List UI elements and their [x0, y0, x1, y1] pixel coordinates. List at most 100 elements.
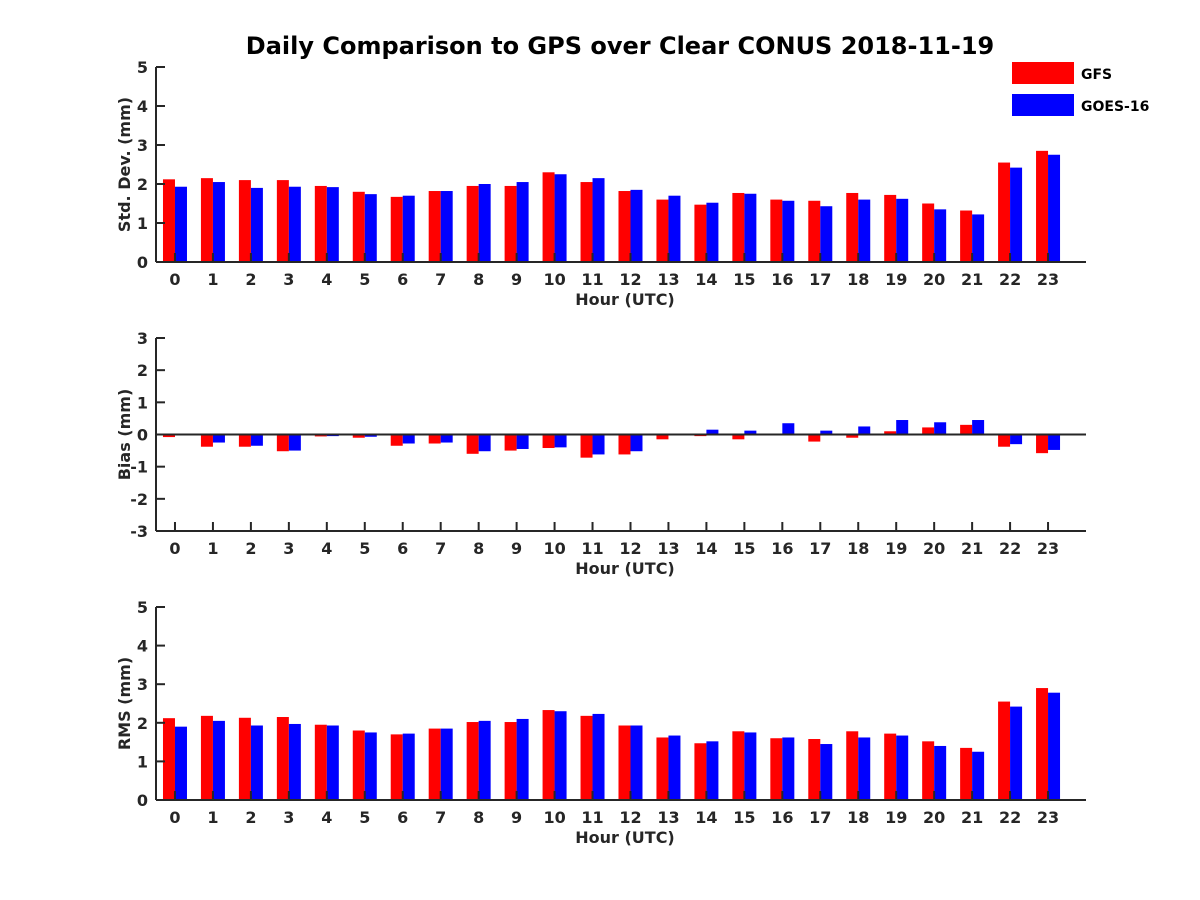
- bar-gfs-hour-13: [656, 737, 669, 800]
- bar-gfs-hour-14: [694, 204, 707, 262]
- bar-gfs-hour-11: [580, 715, 593, 800]
- bar-goes16-hour-2: [250, 187, 263, 262]
- bar-goes16-hour-8: [478, 434, 491, 452]
- bar-goes16-hour-14: [706, 741, 719, 800]
- x-tick-label: 3: [283, 539, 294, 558]
- bar-gfs-hour-7: [428, 434, 441, 444]
- x-tick-label: 19: [885, 539, 907, 558]
- bar-gfs-hour-17: [808, 434, 821, 442]
- x-axis-label: Hour (UTC): [575, 828, 675, 847]
- bar-gfs-hour-20: [922, 203, 935, 262]
- bar-gfs-hour-23: [1036, 150, 1049, 262]
- x-tick-label: 18: [847, 808, 869, 827]
- bar-goes16-hour-5: [364, 434, 377, 437]
- bar-goes16-hour-4: [326, 187, 339, 262]
- x-tick-label: 19: [885, 808, 907, 827]
- bar-goes16-hour-7: [440, 728, 453, 800]
- bar-gfs-hour-21: [960, 424, 973, 435]
- bar-goes16-hour-21: [972, 214, 985, 262]
- bar-gfs-hour-16: [770, 738, 783, 800]
- y-axis-label: Bias (mm): [115, 389, 134, 481]
- bar-gfs-hour-5: [352, 434, 365, 438]
- bar-goes16-hour-5: [364, 732, 377, 800]
- bar-goes16-hour-23: [1048, 154, 1061, 262]
- bar-gfs-hour-1: [200, 434, 213, 447]
- x-tick-label: 13: [657, 270, 679, 289]
- y-tick-label: -1: [130, 458, 148, 477]
- bar-goes16-hour-20: [934, 422, 947, 435]
- bar-goes16-hour-9: [516, 182, 529, 262]
- bar-gfs-hour-6: [390, 434, 403, 446]
- y-tick-label: 1: [137, 752, 148, 771]
- x-tick-label: 3: [283, 270, 294, 289]
- bar-gfs-hour-14: [694, 743, 707, 800]
- bar-goes16-hour-17: [820, 430, 833, 435]
- bar-gfs-hour-12: [618, 434, 631, 455]
- bar-goes16-hour-4: [326, 725, 339, 800]
- bar-gfs-hour-18: [846, 434, 859, 438]
- bar-goes16-hour-10: [554, 711, 567, 800]
- x-tick-label: 7: [435, 808, 446, 827]
- x-tick-label: 11: [581, 808, 603, 827]
- x-tick-label: 6: [397, 539, 408, 558]
- x-tick-label: 6: [397, 270, 408, 289]
- y-tick-label: 3: [137, 136, 148, 155]
- bar-goes16-hour-16: [782, 423, 795, 435]
- x-tick-label: 15: [733, 270, 755, 289]
- y-tick-label: -3: [130, 522, 148, 541]
- bar-gfs-hour-0: [162, 718, 175, 800]
- x-tick-label: 1: [207, 539, 218, 558]
- x-tick-label: 2: [245, 808, 256, 827]
- bar-goes16-hour-22: [1010, 434, 1023, 445]
- y-tick-label: 5: [137, 598, 148, 617]
- bar-goes16-hour-19: [896, 735, 909, 800]
- bar-goes16-hour-15: [744, 193, 757, 262]
- bar-gfs-hour-1: [200, 715, 213, 800]
- legend: GFS GOES-16: [1012, 62, 1149, 116]
- x-tick-label: 14: [695, 539, 717, 558]
- bar-goes16-hour-10: [554, 174, 567, 262]
- bar-gfs-hour-21: [960, 747, 973, 800]
- bar-goes16-hour-18: [858, 426, 871, 435]
- x-tick-label: 17: [809, 270, 831, 289]
- x-tick-label: 23: [1037, 270, 1059, 289]
- x-tick-label: 20: [923, 808, 945, 827]
- bar-gfs-hour-9: [504, 722, 517, 800]
- x-tick-label: 11: [581, 539, 603, 558]
- bar-goes16-hour-1: [212, 182, 225, 262]
- x-tick-label: 17: [809, 539, 831, 558]
- bar-gfs-hour-7: [428, 191, 441, 262]
- bar-goes16-hour-11: [592, 713, 605, 800]
- bar-gfs-hour-12: [618, 725, 631, 800]
- x-tick-label: 10: [543, 270, 565, 289]
- x-tick-label: 5: [359, 270, 370, 289]
- bar-goes16-hour-5: [364, 194, 377, 262]
- bar-goes16-hour-16: [782, 737, 795, 800]
- bar-goes16-hour-6: [402, 733, 415, 800]
- bar-goes16-hour-19: [896, 420, 909, 435]
- bar-goes16-hour-1: [212, 720, 225, 800]
- x-tick-label: 6: [397, 808, 408, 827]
- bar-gfs-hour-2: [238, 180, 251, 262]
- bar-gfs-hour-3: [276, 180, 289, 262]
- bar-gfs-hour-19: [884, 733, 897, 800]
- bar-gfs-hour-13: [656, 434, 669, 440]
- bar-gfs-hour-5: [352, 730, 365, 800]
- x-tick-label: 7: [435, 270, 446, 289]
- bar-goes16-hour-14: [706, 429, 719, 435]
- bar-goes16-hour-17: [820, 744, 833, 800]
- bar-goes16-hour-8: [478, 184, 491, 262]
- x-tick-label: 9: [511, 539, 522, 558]
- bar-goes16-hour-3: [288, 186, 301, 262]
- bar-gfs-hour-9: [504, 185, 517, 262]
- bar-gfs-hour-15: [732, 731, 745, 800]
- bar-gfs-hour-20: [922, 741, 935, 800]
- bar-gfs-hour-3: [276, 717, 289, 800]
- bar-gfs-hour-2: [238, 717, 251, 800]
- bar-goes16-hour-7: [440, 434, 453, 443]
- x-tick-label: 9: [511, 808, 522, 827]
- x-tick-label: 9: [511, 270, 522, 289]
- bar-gfs-hour-19: [884, 194, 897, 262]
